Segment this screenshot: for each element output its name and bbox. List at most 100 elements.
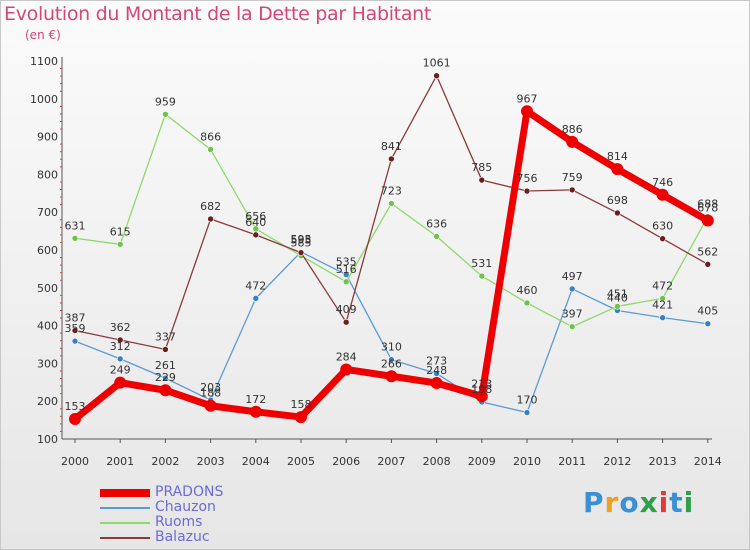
data-point-chauzon <box>704 320 712 328</box>
data-label-chauzon: 421 <box>652 299 673 312</box>
data-label-chauzon: 440 <box>607 291 628 304</box>
data-label-balazuc: 593 <box>291 234 312 247</box>
x-tick-label: 2004 <box>242 455 270 468</box>
data-label-pradons: 229 <box>155 371 176 384</box>
data-label-balazuc: 1061 <box>423 57 451 70</box>
data-label-chauzon: 595 <box>291 233 312 246</box>
data-point-balazuc <box>388 155 395 163</box>
data-label-ruoms: 866 <box>200 130 221 143</box>
data-label-pradons: 967 <box>517 92 538 105</box>
data-label-pradons: 213 <box>471 377 492 390</box>
data-point-chauzon <box>252 295 260 302</box>
data-label-balazuc: 640 <box>245 216 266 229</box>
data-label-pradons: 153 <box>65 400 86 413</box>
data-label-chauzon: 198 <box>471 383 492 396</box>
data-label-balazuc: 785 <box>471 161 492 174</box>
legend-swatch <box>100 522 150 524</box>
legend-swatch <box>100 537 150 539</box>
data-label-pradons: 678 <box>697 202 718 215</box>
legend-item-ruoms: Ruoms <box>100 514 300 531</box>
data-point-chauzon <box>388 356 395 363</box>
logo-letter: P <box>583 486 605 519</box>
data-point-pradons <box>385 370 398 383</box>
data-point-balazuc <box>297 249 305 256</box>
data-labels: 3593122612034725955353102731981704974404… <box>65 57 719 413</box>
data-point-pradons <box>611 163 624 176</box>
y-tick-label: 400 <box>37 320 58 333</box>
x-tick-label: 2013 <box>649 455 677 468</box>
legend-label: PRADONS <box>155 484 224 500</box>
data-point-chauzon <box>433 370 440 377</box>
data-point-ruoms <box>71 234 79 242</box>
logo-letter: o <box>619 486 640 519</box>
data-label-pradons: 172 <box>245 393 266 406</box>
data-label-ruoms: 688 <box>697 198 718 211</box>
data-label-balazuc: 362 <box>110 321 131 334</box>
data-point-balazuc <box>568 186 576 194</box>
y-tick-label: 1000 <box>30 93 58 106</box>
y-tick-label: 200 <box>37 395 58 408</box>
data-label-ruoms: 451 <box>607 287 628 300</box>
data-point-balazuc <box>523 187 531 195</box>
data-label-chauzon: 203 <box>200 381 221 394</box>
axes: 100 200 300 400 500 600 700 800 900 1000 1100 2000 2… <box>30 55 722 468</box>
data-label-chauzon: 359 <box>65 322 86 335</box>
data-label-pradons: 886 <box>562 123 583 136</box>
data-point-ruoms <box>207 146 214 153</box>
data-label-balazuc: 698 <box>607 194 628 207</box>
logo-letter: x <box>639 486 659 519</box>
y-tick-label: 600 <box>37 244 58 257</box>
data-point-pradons <box>701 214 714 227</box>
data-point-pradons <box>340 363 353 376</box>
data-label-chauzon: 261 <box>155 359 176 372</box>
data-label-ruoms: 631 <box>65 219 86 232</box>
x-tick-label: 2009 <box>468 455 496 468</box>
data-label-balazuc: 682 <box>200 200 221 213</box>
data-label-pradons: 249 <box>110 364 131 377</box>
legend-label: Ruoms <box>155 514 203 530</box>
data-point-ruoms <box>523 299 531 307</box>
data-point-balazuc <box>614 209 621 217</box>
y-tick-label: 300 <box>37 357 58 370</box>
logo-letter: i <box>683 486 695 519</box>
data-point-pradons <box>114 376 127 389</box>
data-point-balazuc <box>342 318 350 326</box>
data-point-ruoms <box>162 110 169 118</box>
data-point-ruoms <box>568 323 576 331</box>
legend-label: Chauzon <box>155 499 216 515</box>
data-label-ruoms: 723 <box>381 185 402 198</box>
x-tick-label: 2003 <box>197 455 225 468</box>
data-point-pradons <box>430 377 443 390</box>
y-tick-label: 1100 <box>30 55 58 68</box>
data-point-pradons <box>159 384 172 397</box>
data-label-ruoms: 656 <box>245 210 266 223</box>
x-tick-label: 2014 <box>694 455 722 468</box>
data-label-ruoms: 472 <box>652 279 673 292</box>
y-tick-label: 700 <box>37 206 58 219</box>
data-point-pradons <box>475 390 488 403</box>
x-tick-label: 2005 <box>287 455 315 468</box>
data-point-balazuc <box>162 346 169 353</box>
data-point-chauzon <box>659 314 666 321</box>
data-label-pradons: 158 <box>291 398 312 411</box>
data-point-chauzon <box>162 374 169 382</box>
series-layer <box>69 72 714 425</box>
data-point-balazuc <box>704 261 712 268</box>
legend-item-chauzon: Chauzon <box>100 499 300 516</box>
data-point-pradons <box>249 405 262 418</box>
data-point-pradons <box>656 188 669 201</box>
x-tick-label: 2000 <box>61 455 89 468</box>
data-label-ruoms: 531 <box>471 257 492 270</box>
data-point-pradons <box>566 135 579 148</box>
data-point-ruoms <box>433 233 440 240</box>
data-point-chauzon <box>342 271 350 278</box>
data-label-ruoms: 636 <box>426 217 447 230</box>
data-label-chauzon: 273 <box>426 355 447 368</box>
y-tick-label: 800 <box>37 168 58 181</box>
data-label-ruoms: 615 <box>110 225 131 238</box>
data-point-balazuc <box>207 215 214 223</box>
data-point-balazuc <box>659 235 666 242</box>
data-label-balazuc: 841 <box>381 140 402 153</box>
